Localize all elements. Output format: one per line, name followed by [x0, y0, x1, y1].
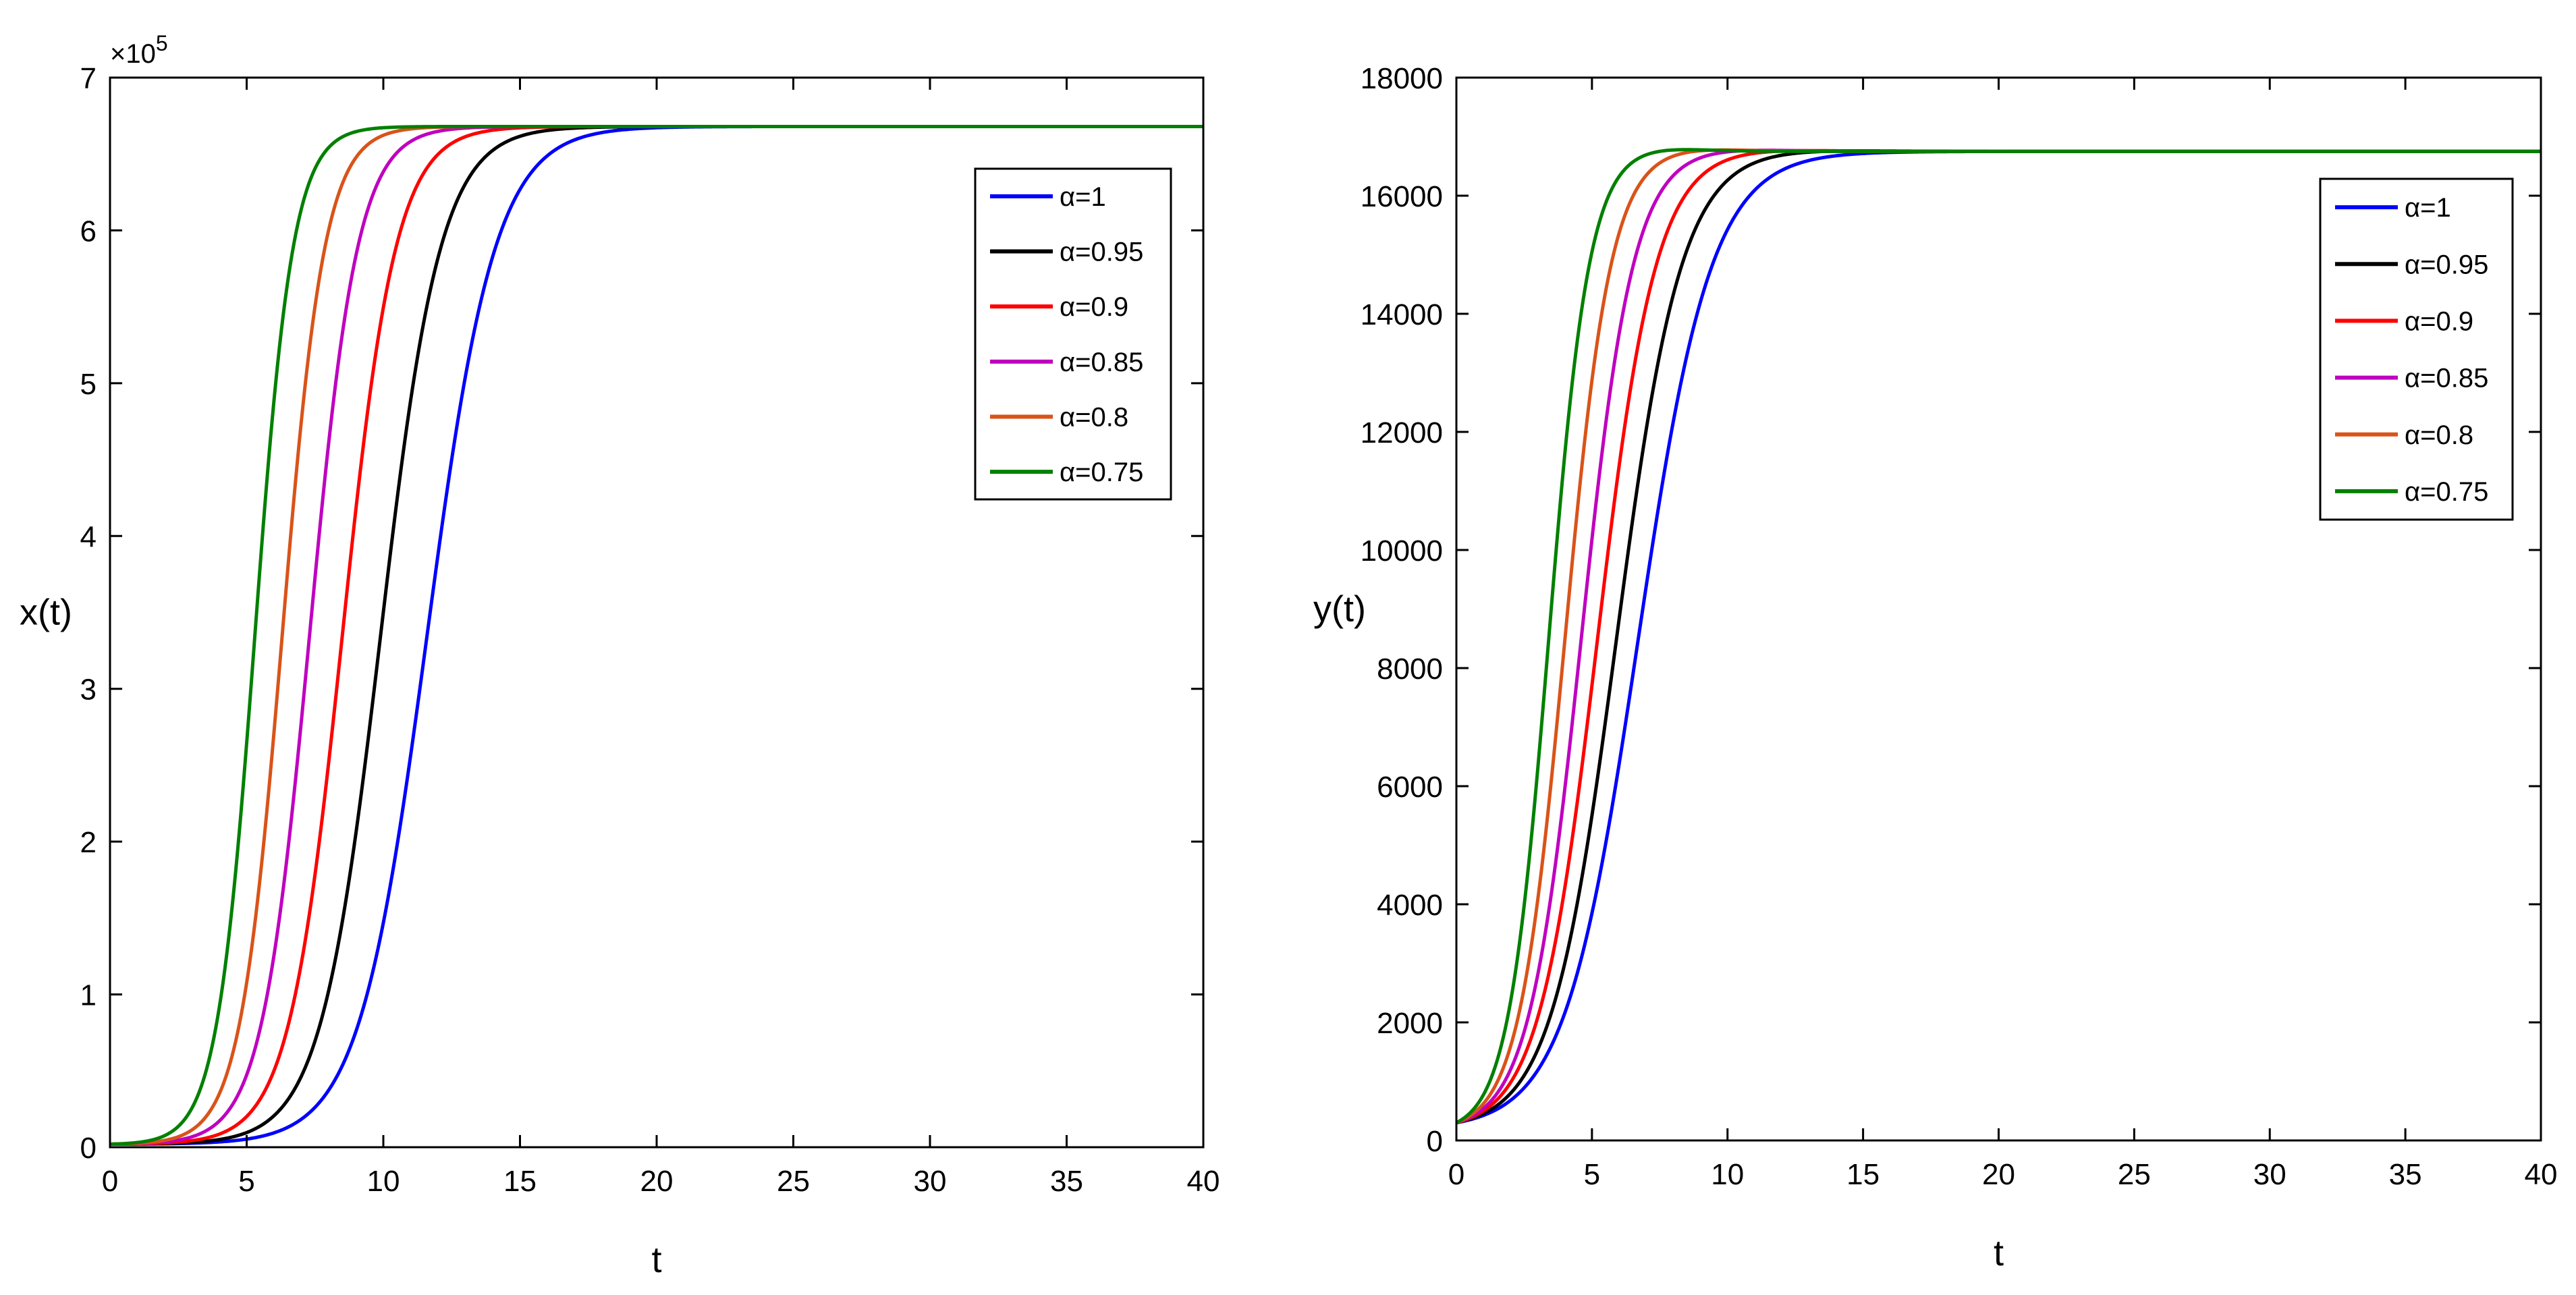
x-tick-label: 25	[777, 1165, 810, 1198]
legend-box	[2319, 177, 2514, 521]
x-tick-label: 15	[503, 1165, 537, 1198]
y-tick-label: 7	[80, 62, 97, 95]
legend-label-1: α=1	[1060, 182, 1106, 212]
chart-panel-1: 0 5 10 15 20 25 30 35 40 0 1 2 3 4 5 6 7 ×105 t x(t) α=1 α=0.…	[20, 31, 1220, 1280]
legend: α=1 α=0.95 α=0.9 α=0.85 α=0.8 α=0.75	[974, 167, 1172, 501]
x-tick-label: 20	[1982, 1158, 2015, 1191]
y-tick-label: 0	[1427, 1125, 1443, 1158]
y-tick-label: 1	[80, 979, 97, 1012]
y-tick-label: 2000	[1377, 1007, 1443, 1040]
x-tick-label: 0	[102, 1165, 118, 1198]
y-tick-label: 5	[80, 368, 97, 401]
y-tick-label: 18000	[1361, 62, 1443, 95]
x-axis-label: t	[1994, 1233, 2004, 1273]
y-tick-label: 16000	[1361, 180, 1443, 213]
x-tick-label: 0	[1448, 1158, 1464, 1191]
series-line-6	[110, 124, 1203, 1146]
y-tick-label: 4	[80, 520, 97, 553]
x-tick-label: 30	[914, 1165, 947, 1198]
y-tick-label: 6000	[1377, 771, 1443, 804]
x-tick-label: 40	[2525, 1158, 2558, 1191]
y-tick-label: 2	[80, 826, 97, 859]
y-axis-label: x(t)	[20, 593, 72, 633]
series-group	[110, 124, 1203, 1146]
x-tick-label: 30	[2253, 1158, 2286, 1191]
series-group	[1456, 148, 2541, 1125]
legend-label-5: α=0.8	[1060, 403, 1128, 433]
legend-box	[974, 167, 1172, 501]
legend: α=1 α=0.95 α=0.9 α=0.85 α=0.8 α=0.75	[2319, 177, 2514, 521]
y-tick-label: 14000	[1361, 298, 1443, 331]
legend-label-2: α=0.95	[1060, 238, 1143, 267]
legend-label-4: α=0.85	[1060, 348, 1143, 377]
legend-label-6: α=0.75	[2405, 477, 2488, 507]
y-tick-label: 6	[80, 215, 97, 248]
x-tick-label: 15	[1846, 1158, 1880, 1191]
x-tick-label: 5	[1584, 1158, 1600, 1191]
y-tick-label: 8000	[1377, 653, 1443, 686]
x-tick-label: 5	[238, 1165, 254, 1198]
x-tick-label: 10	[1711, 1158, 1744, 1191]
x-axis-label: t	[651, 1240, 661, 1280]
chart-panel-2: 0 5 10 15 20 25 30 35 40 0 2000 4000 6000 8000 10000 12…	[1313, 62, 2557, 1273]
y-tick-label: 10000	[1361, 534, 1443, 568]
y-tick-label: 12000	[1361, 416, 1443, 449]
y-tick-label: 0	[80, 1132, 97, 1165]
x-tick-label: 35	[2389, 1158, 2422, 1191]
legend-label-3: α=0.9	[1060, 292, 1128, 322]
series-line-6	[1456, 148, 2541, 1124]
legend-label-2: α=0.95	[2405, 250, 2488, 279]
legend-label-6: α=0.75	[1060, 458, 1143, 487]
legend-label-3: α=0.9	[2405, 306, 2473, 336]
x-tick-label: 25	[2118, 1158, 2151, 1191]
y-tick-label: 3	[80, 673, 97, 707]
legend-label-1: α=1	[2405, 193, 2451, 223]
y-exponent-label: ×105	[110, 31, 168, 69]
x-tick-label: 20	[640, 1165, 674, 1198]
y-axis-label: y(t)	[1313, 589, 1366, 630]
legend-label-5: α=0.8	[2405, 420, 2473, 450]
x-tick-label: 40	[1187, 1165, 1220, 1198]
y-tick-label: 4000	[1377, 889, 1443, 922]
x-tick-label: 10	[367, 1165, 400, 1198]
x-tick-label: 35	[1050, 1165, 1083, 1198]
legend-label-4: α=0.85	[2405, 364, 2488, 393]
